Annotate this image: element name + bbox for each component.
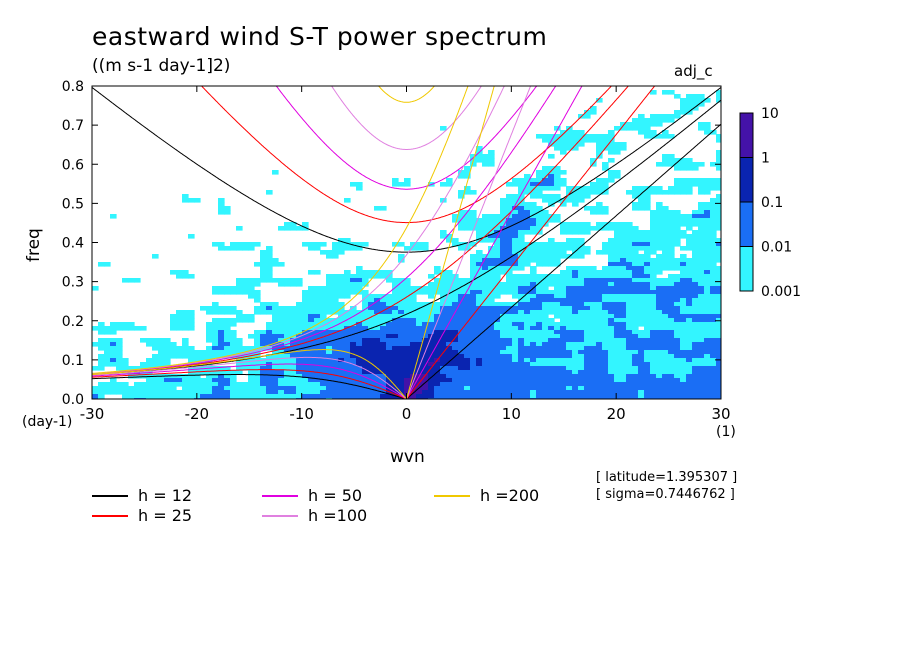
chart-subtitle: ((m s-1 day-1]2) (92, 56, 231, 76)
colorbar-swatch (739, 246, 754, 292)
rossby-curve (92, 374, 407, 399)
y-tick-label: 0.8 (62, 79, 84, 95)
legend-label: h =100 (308, 506, 368, 525)
inertia-gravity-curve (92, 87, 721, 253)
legend-label: h =200 (480, 486, 540, 505)
colorbar-swatch (739, 201, 754, 247)
legend-swatch (262, 515, 298, 517)
x-tick-label: -20 (185, 405, 210, 423)
y-tick-label: 0.3 (62, 275, 84, 291)
colorbar-label: 0.1 (761, 195, 783, 211)
y-tick-label: 0.6 (62, 157, 84, 173)
kelvin-curve (406, 86, 583, 399)
power-spectrum-field (92, 90, 721, 399)
legend-swatch (92, 495, 128, 497)
x-axis-label: wvn (390, 447, 425, 467)
y-tick-label: 0.0 (62, 392, 84, 408)
legend-swatch (434, 495, 470, 497)
x-tick-label: 10 (502, 405, 521, 423)
colorbar-swatch (739, 112, 754, 158)
legend-swatch (92, 515, 128, 517)
kelvin-curve (406, 86, 495, 399)
legend-swatch (262, 495, 298, 497)
x-tick-label: 30 (711, 405, 730, 423)
legend-label: h = 25 (138, 506, 193, 525)
mixed-rossby-gravity-curve (92, 86, 557, 375)
rossby-curve (92, 356, 407, 399)
colorbar-swatch (739, 157, 754, 203)
legend: h = 12 h = 25 h = 50 h =100 h =200 (92, 486, 592, 526)
chart-title: eastward wind S-T power spectrum (92, 22, 548, 51)
legend-label: h = 12 (138, 486, 193, 505)
x-axis-unit: (1) (716, 424, 736, 440)
mixed-rossby-gravity-curve (92, 86, 629, 375)
legend-label: h = 50 (308, 486, 363, 505)
y-tick-label: 0.7 (62, 118, 84, 134)
x-tick-label: 20 (607, 405, 626, 423)
colorbar: 0.001 0.01 0.1 1 10 (739, 106, 801, 300)
mixed-rossby-gravity-curve (92, 86, 505, 375)
inertia-gravity-curve (331, 86, 482, 150)
y-tick-label: 0.1 (62, 353, 84, 369)
dataset-tag: adj_c (674, 62, 713, 80)
y-tick-label: 0.5 (62, 196, 84, 212)
mixed-rossby-gravity-curve (92, 86, 469, 374)
dispersion-curves (92, 86, 721, 399)
kelvin-curve (406, 123, 721, 399)
axes: -30 -20 -10 0 10 20 30 0.0 0.1 0.2 0.3 0.4 0.5 0.6 0.7… (62, 79, 731, 423)
x-tick-label: 0 (402, 405, 412, 423)
kelvin-curve (406, 86, 532, 399)
y-tick-label: 0.2 (62, 314, 84, 330)
colorbar-label: 1 (761, 151, 770, 167)
y-axis-unit: (day-1) (22, 414, 73, 430)
inertia-gravity-curve (275, 86, 538, 190)
colorbar-label: 10 (761, 106, 779, 122)
x-tick-label: -10 (289, 405, 314, 423)
colorbar-label: 0.001 (761, 284, 801, 300)
y-tick-label: 0.4 (62, 236, 84, 252)
inertia-gravity-curve (377, 86, 436, 103)
kelvin-curve (406, 86, 656, 399)
sigma-info: [ sigma=0.7446762 ] (596, 487, 735, 502)
mixed-rossby-gravity-curve (92, 99, 721, 376)
latitude-info: [ latitude=1.395307 ] (596, 470, 738, 485)
rossby-curve (92, 349, 407, 399)
rossby-curve (92, 363, 407, 399)
rossby-curve (92, 369, 407, 399)
inertia-gravity-curve (200, 86, 613, 224)
x-tick-label: -30 (80, 405, 105, 423)
colorbar-label: 0.01 (761, 240, 792, 256)
